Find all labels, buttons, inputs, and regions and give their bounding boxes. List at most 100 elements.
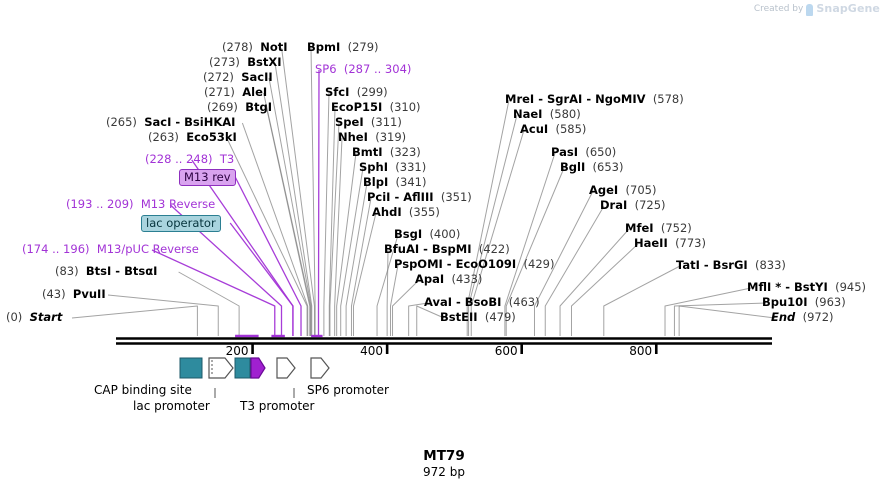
enzyme-label[interactable]: BstEII (479) xyxy=(440,311,516,323)
feature-glyph[interactable] xyxy=(276,357,296,379)
enzyme-name: BtgI xyxy=(245,100,273,114)
leader-line xyxy=(169,204,283,336)
enzyme-position: (174 .. 196) xyxy=(22,242,90,256)
feature-glyph[interactable] xyxy=(310,357,330,379)
enzyme-name: HaeII xyxy=(634,236,668,250)
enzyme-name: BsgI xyxy=(394,227,423,241)
enzyme-label[interactable]: BfuAI - BspMI (422) xyxy=(384,243,510,255)
enzyme-label[interactable]: PspOMI - EcoO109I (429) xyxy=(394,258,554,270)
feature-label-lac-promoter: lac promoter xyxy=(133,399,210,413)
leader-line xyxy=(570,243,639,336)
leader-line xyxy=(191,159,294,336)
enzyme-label[interactable]: AcuI (585) xyxy=(520,123,586,135)
enzyme-label[interactable]: SphI (331) xyxy=(359,161,426,173)
enzyme-position: (263) xyxy=(148,130,179,144)
enzyme-label[interactable]: (263) Eco53kI xyxy=(148,131,237,143)
enzyme-label[interactable]: EcoP15I (310) xyxy=(331,101,421,113)
enzyme-label[interactable]: MreI - SgrAI - NgoMIV (578) xyxy=(505,93,684,105)
feature-glyph[interactable] xyxy=(179,357,203,379)
enzyme-position: (271) xyxy=(204,85,235,99)
enzyme-label[interactable]: (271) AleI xyxy=(204,86,267,98)
enzyme-position: (650) xyxy=(585,145,617,159)
feature-badge[interactable]: lac operator xyxy=(141,215,221,232)
enzyme-label[interactable]: (272) SacII xyxy=(203,71,273,83)
enzyme-label[interactable]: Bpu10I (963) xyxy=(762,296,846,308)
enzyme-label[interactable]: AgeI (705) xyxy=(589,184,656,196)
enzyme-name: MreI - SgrAI - NgoMIV xyxy=(505,92,646,106)
enzyme-position: (833) xyxy=(755,258,786,272)
enzyme-label[interactable]: BsgI (400) xyxy=(394,228,460,240)
enzyme-name: PciI - AflIII xyxy=(367,190,434,204)
enzyme-position: (429) xyxy=(523,257,555,271)
enzyme-name: Bpu10I xyxy=(762,295,808,309)
enzyme-position: (400) xyxy=(429,227,461,241)
enzyme-label[interactable]: (278) NotI xyxy=(222,41,288,53)
leader-line xyxy=(345,182,368,336)
leader-line xyxy=(178,271,240,336)
enzyme-name: AhdI xyxy=(372,205,402,219)
enzyme-position: (311) xyxy=(370,115,402,129)
feature-glyph[interactable] xyxy=(234,357,251,379)
enzyme-label[interactable]: NheI (319) xyxy=(338,131,406,143)
enzyme-name: EcoP15I xyxy=(331,100,383,114)
leader-line xyxy=(533,190,594,336)
enzyme-label[interactable]: End (972) xyxy=(771,311,834,323)
enzyme-name: MflI * - BstYI xyxy=(747,280,828,294)
enzyme-label[interactable]: AvaI - BsoBI (463) xyxy=(424,296,540,308)
enzyme-label[interactable]: MfeI (752) xyxy=(625,222,692,234)
enzyme-label[interactable]: ApaI (433) xyxy=(415,273,482,285)
feature-label[interactable]: (174 .. 196) M13/pUC Reverse xyxy=(22,243,199,255)
enzyme-label[interactable]: BpmI (279) xyxy=(307,41,379,53)
enzyme-label[interactable]: (0) Start xyxy=(6,311,62,323)
feature-label[interactable]: (228 .. 248) T3 xyxy=(145,153,234,165)
leader-line xyxy=(266,107,311,336)
enzyme-label[interactable]: MflI * - BstYI (945) xyxy=(747,281,866,293)
enzyme-name: Eco53kI xyxy=(186,130,237,144)
enzyme-position: (355) xyxy=(408,205,440,219)
leader-line xyxy=(226,137,308,336)
enzyme-name: BtsI - BtsαI xyxy=(85,264,158,278)
enzyme-label[interactable]: (273) BstXI xyxy=(209,56,282,68)
leader-line xyxy=(323,92,330,336)
enzyme-position: (287 .. 304) xyxy=(343,62,412,76)
leader-line xyxy=(392,279,420,336)
enzyme-label[interactable]: SpeI (311) xyxy=(335,116,402,128)
enzyme-name: NaeI xyxy=(513,107,543,121)
enzyme-position: (323) xyxy=(389,145,421,159)
feature-glyph[interactable] xyxy=(208,357,234,379)
feature-glyph[interactable] xyxy=(250,357,266,379)
leader-line xyxy=(466,99,510,336)
enzyme-label[interactable]: (269) BtgI xyxy=(207,101,272,113)
leader-line xyxy=(559,228,630,336)
enzyme-label[interactable]: BglI (653) xyxy=(560,161,623,173)
enzyme-label[interactable]: (83) BtsI - BtsαI xyxy=(55,265,157,277)
enzyme-label[interactable]: (43) PvuII xyxy=(42,288,106,300)
enzyme-position: (265) xyxy=(106,115,137,129)
enzyme-label[interactable]: DraI (725) xyxy=(600,199,666,211)
feature-label-cap-binding-site: CAP binding site xyxy=(94,383,192,397)
enzyme-name: SacII xyxy=(241,70,273,84)
page-title: MT79 xyxy=(423,448,465,464)
enzyme-label[interactable]: BlpI (341) xyxy=(363,176,426,188)
enzyme-label[interactable]: HaeII (773) xyxy=(634,237,706,249)
enzyme-name: AvaI - BsoBI xyxy=(424,295,502,309)
enzyme-name: PasI xyxy=(551,145,579,159)
enzyme-label[interactable]: PciI - AflIII (351) xyxy=(367,191,472,203)
enzyme-label[interactable]: TatI - BsrGI (833) xyxy=(676,259,786,271)
feature-label[interactable]: (193 .. 209) M13 Reverse xyxy=(66,198,215,210)
enzyme-position: (945) xyxy=(835,280,867,294)
enzyme-position: (299) xyxy=(356,85,388,99)
enzyme-label[interactable]: (265) SacI - BsiHKAI xyxy=(106,116,235,128)
enzyme-position: (972) xyxy=(802,310,834,324)
enzyme-label[interactable]: NaeI (580) xyxy=(513,108,581,120)
enzyme-label[interactable]: AhdI (355) xyxy=(372,206,440,218)
feature-badge[interactable]: M13 rev xyxy=(179,169,236,186)
leader-line xyxy=(334,137,343,336)
enzyme-label[interactable]: BmtI (323) xyxy=(352,146,421,158)
enzyme-label[interactable]: SfcI (299) xyxy=(325,86,388,98)
enzyme-label[interactable]: PasI (650) xyxy=(551,146,616,158)
feature-label[interactable]: SP6 (287 .. 304) xyxy=(315,63,411,75)
enzyme-name: ApaI xyxy=(415,272,445,286)
enzyme-name: BglI xyxy=(560,160,586,174)
